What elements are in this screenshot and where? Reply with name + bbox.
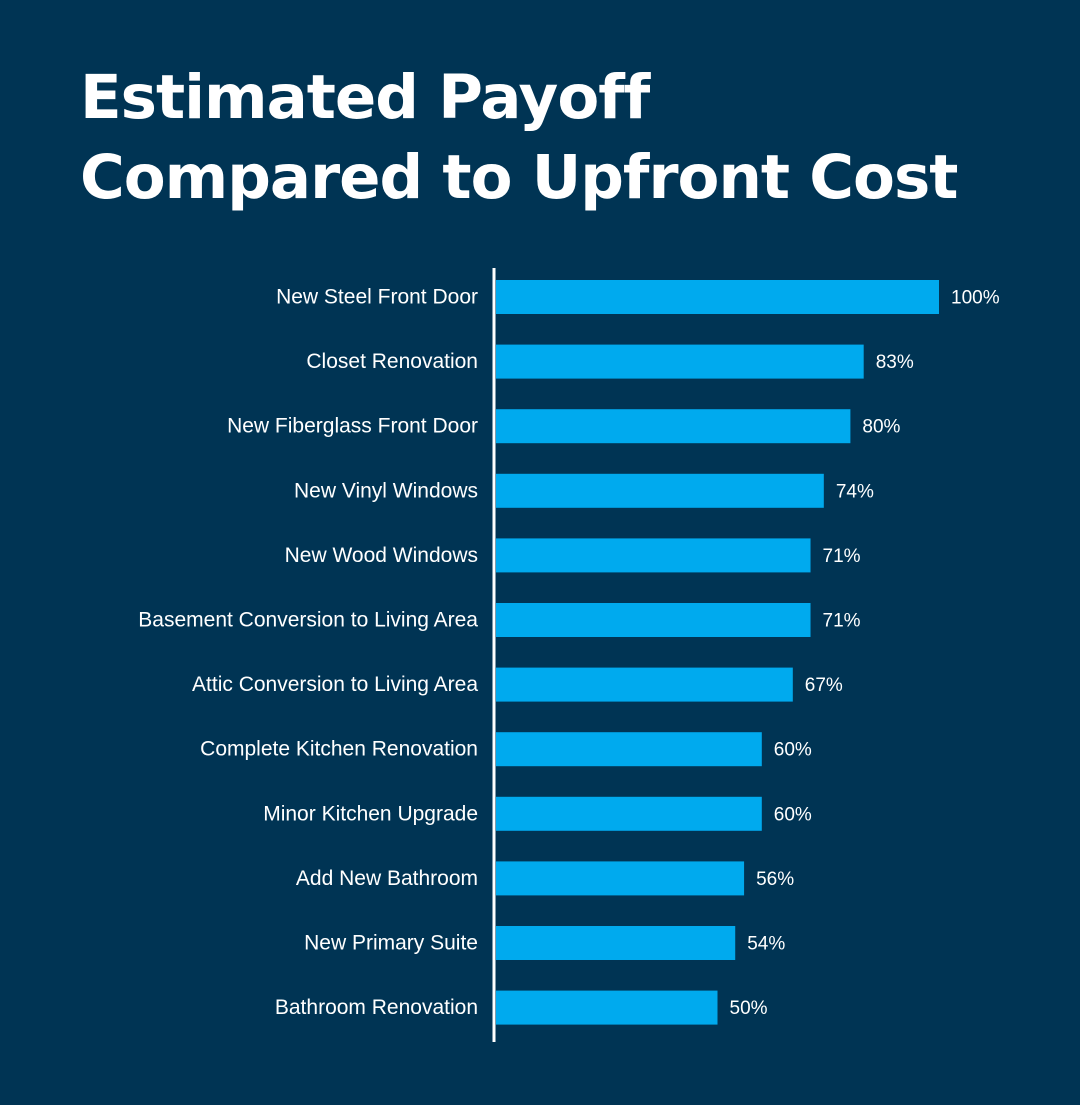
bar	[496, 861, 745, 896]
category-label: Complete Kitchen Renovation	[200, 738, 478, 761]
value-label: 67%	[805, 675, 843, 696]
category-label: Closet Renovation	[306, 350, 478, 373]
category-label: New Fiberglass Front Door	[227, 415, 478, 438]
value-label: 60%	[774, 804, 812, 825]
category-label: Attic Conversion to Living Area	[192, 673, 478, 696]
bar	[496, 603, 811, 637]
bar	[496, 667, 793, 702]
value-label: 80%	[862, 417, 900, 438]
chart-title-line-1: Estimated Payoff	[80, 62, 650, 133]
category-label: Basement Conversion to Living Area	[138, 609, 478, 632]
bar	[496, 926, 736, 960]
category-label: New Wood Windows	[285, 544, 478, 567]
chart-title-line-2: Compared to Upfront Cost	[80, 142, 958, 213]
value-label: 100%	[951, 288, 1000, 309]
category-label: Minor Kitchen Upgrade	[263, 802, 478, 825]
bar	[496, 732, 762, 767]
category-label: New Primary Suite	[304, 932, 478, 955]
value-label: 60%	[774, 740, 812, 761]
value-label: 83%	[876, 352, 914, 373]
value-label: 71%	[823, 546, 861, 567]
category-label: Bathroom Renovation	[275, 996, 478, 1019]
value-label: 50%	[730, 998, 768, 1019]
bar	[496, 280, 939, 314]
bar	[496, 344, 864, 379]
bar	[496, 409, 851, 444]
value-label: 54%	[747, 934, 785, 955]
value-label: 71%	[823, 611, 861, 632]
bar	[496, 538, 811, 573]
bar	[496, 473, 824, 508]
category-label: New Steel Front Door	[276, 286, 478, 309]
bar	[496, 796, 762, 831]
chart-title: Estimated Payoff Compared to Upfront Cos…	[80, 58, 958, 218]
value-label: 56%	[756, 869, 794, 890]
category-label: Add New Bathroom	[296, 867, 478, 890]
bar	[496, 990, 718, 1025]
value-label: 74%	[836, 481, 874, 502]
category-label: New Vinyl Windows	[294, 479, 478, 502]
